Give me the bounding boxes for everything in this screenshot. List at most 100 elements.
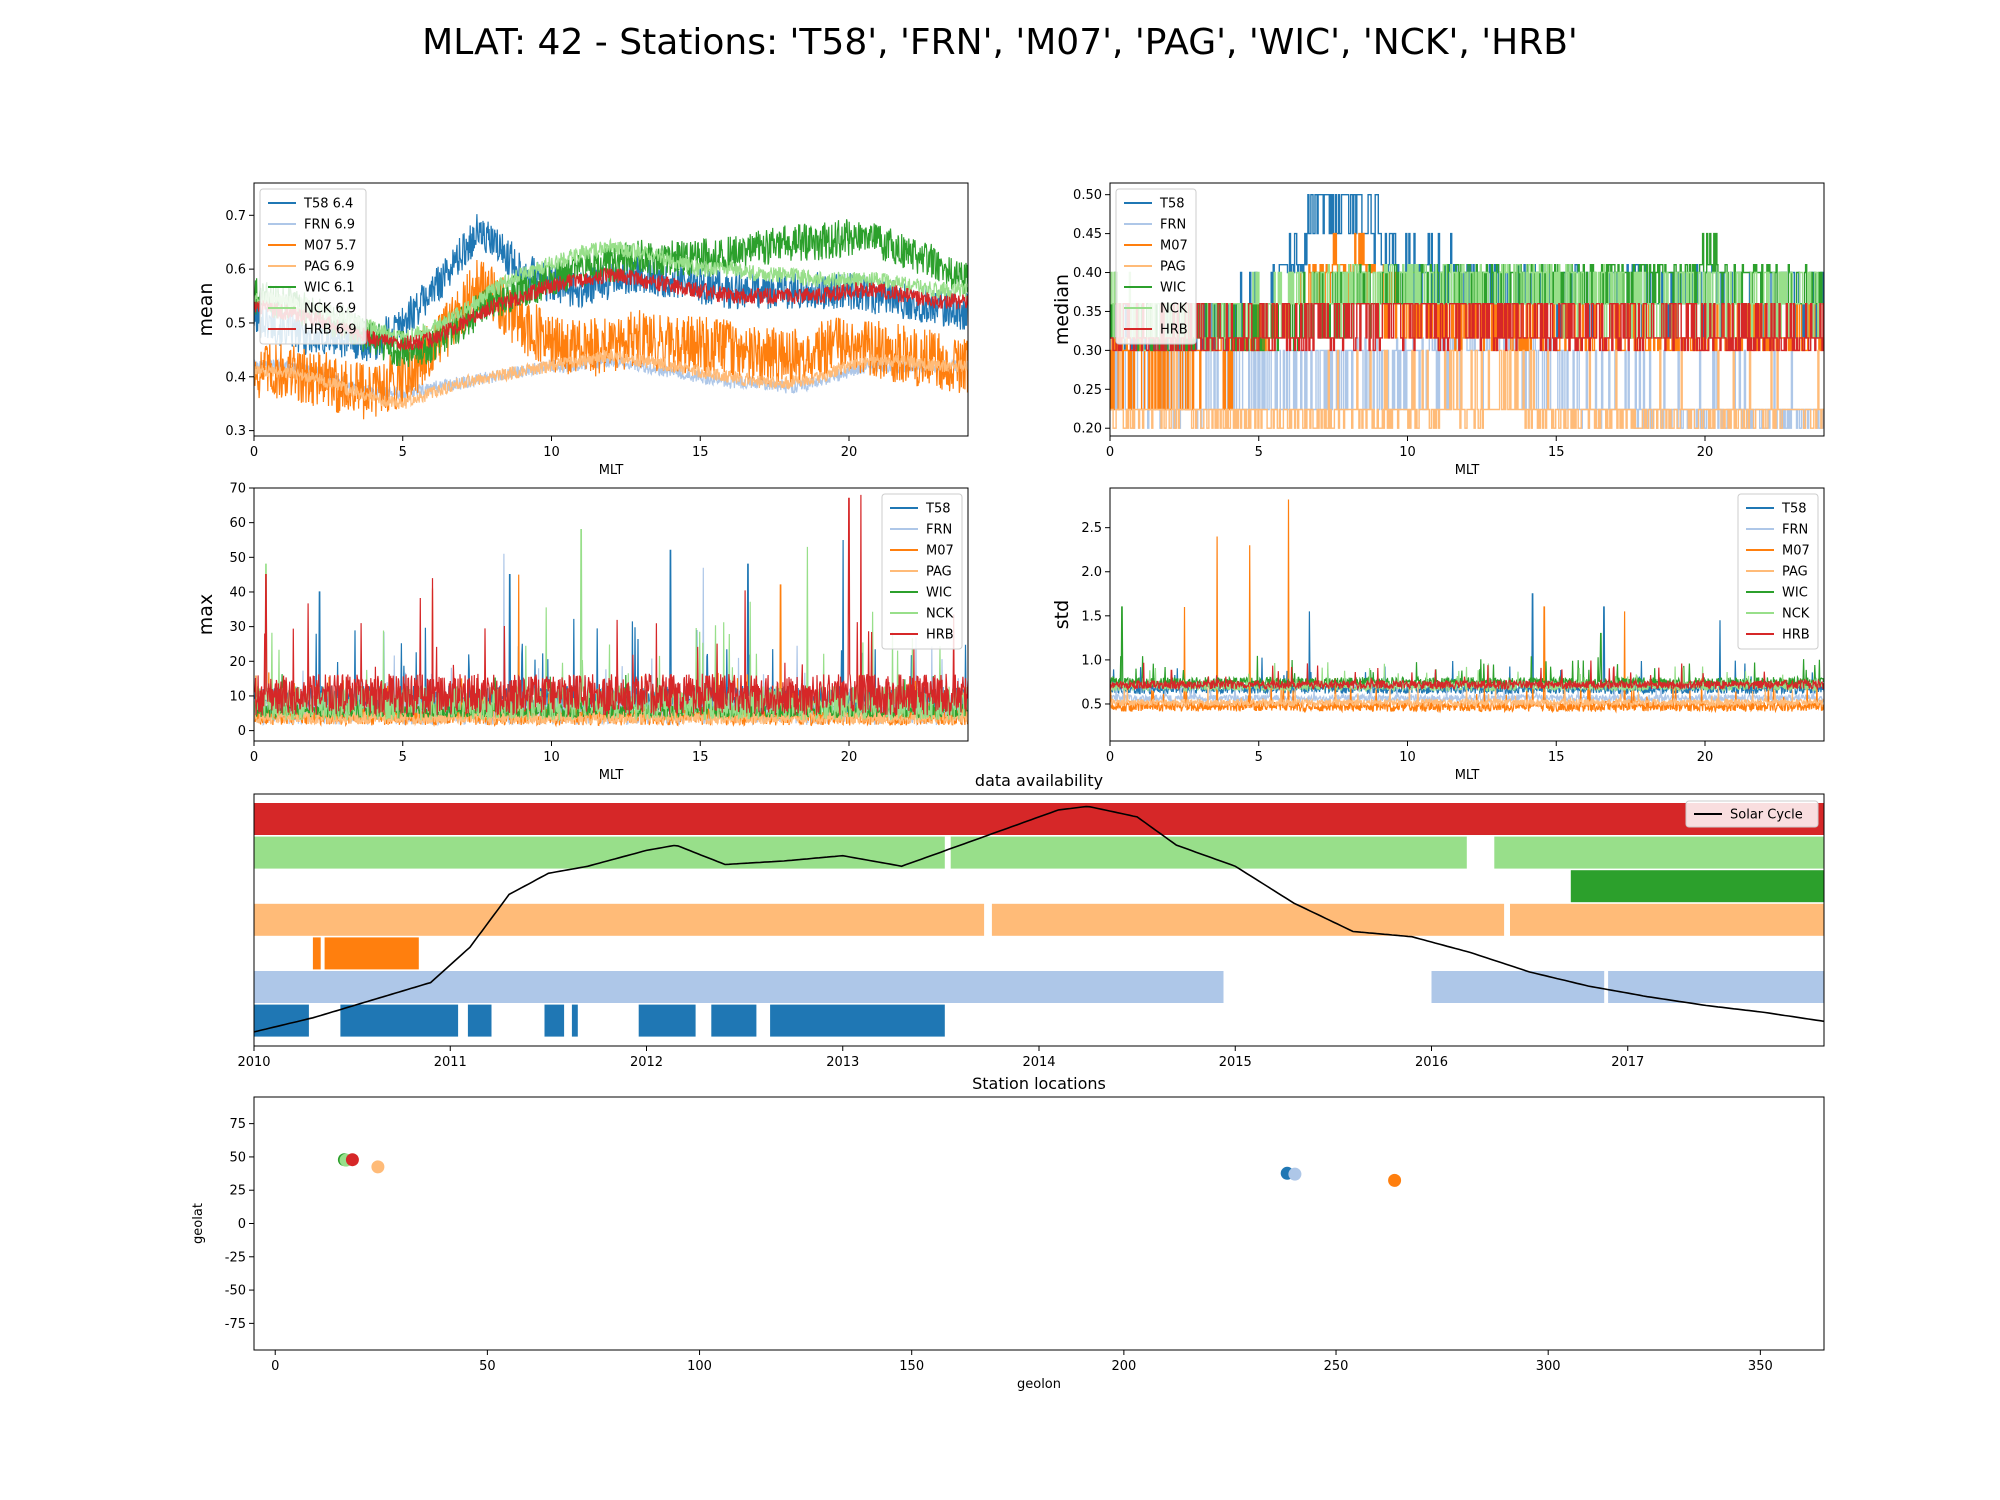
x-tick-label: 20 bbox=[1697, 750, 1714, 765]
legend-label-T58: T58 bbox=[925, 502, 950, 517]
y-tick-label: 0.30 bbox=[1073, 344, 1102, 359]
legend-label-M07: M07 bbox=[926, 544, 954, 559]
x-tick-label: 20 bbox=[1697, 445, 1714, 460]
availability-bar-FRN bbox=[254, 971, 1224, 1003]
x-tick-label: 50 bbox=[479, 1359, 496, 1374]
x-tick-label: 2011 bbox=[434, 1055, 467, 1070]
y-axis-label: median bbox=[1051, 274, 1073, 345]
plot-max: 0 5 10 15 20 0 10 20 30 40 50 60 70 MLT max T58 FRN M07 PA… bbox=[195, 482, 969, 783]
availability-bar-FRN bbox=[1431, 971, 1605, 1003]
legend-label-FRN: FRN bbox=[1160, 218, 1186, 233]
x-tick-label: 2013 bbox=[826, 1055, 859, 1070]
legend-box bbox=[1115, 188, 1197, 345]
y-tick-label: 60 bbox=[229, 516, 246, 531]
std-plot-area bbox=[1110, 499, 1824, 714]
x-axis-label: MLT bbox=[1455, 768, 1480, 783]
legend-label-NCK: NCK bbox=[926, 607, 954, 622]
legend-label-PAG: PAG bbox=[1782, 565, 1808, 580]
station-point-M07 bbox=[1388, 1173, 1402, 1187]
availability-bar-M07 bbox=[324, 937, 419, 970]
y-tick-label: 0.35 bbox=[1073, 305, 1102, 320]
x-tick-label: 2015 bbox=[1219, 1055, 1252, 1070]
y-tick-label: -75 bbox=[225, 1317, 246, 1332]
y-tick-label: 25 bbox=[229, 1184, 246, 1199]
y-tick-label: -50 bbox=[225, 1284, 246, 1299]
legend-label-T58: T58 bbox=[1159, 197, 1184, 212]
series-line-M07 bbox=[254, 259, 968, 420]
x-tick-label: 2010 bbox=[237, 1055, 270, 1070]
plot-mean: 0 5 10 15 20 0.3 0.4 0.5 0.6 0.7 MLT mean T58 6.4 FRN… bbox=[195, 182, 969, 478]
availability-bar-T58 bbox=[544, 1004, 565, 1037]
x-tick-label: 2017 bbox=[1611, 1055, 1644, 1070]
legend-label-FRN: FRN 6.9 bbox=[304, 218, 355, 233]
availability-bar-PAG bbox=[991, 903, 1505, 936]
x-tick-label: 15 bbox=[1548, 445, 1565, 460]
median-plot-area bbox=[1110, 194, 1824, 429]
availability-bar-T58 bbox=[711, 1004, 757, 1037]
plot-locations: 0 50 100 150 200 250 300 350 -75 -50 -25 0 25 50 75 geo… bbox=[191, 1074, 1825, 1392]
series-line-NCK bbox=[1110, 662, 1824, 693]
mean-plot-area bbox=[254, 214, 968, 420]
y-tick-label: 1.5 bbox=[1081, 609, 1102, 624]
legend-label-M07: M07 bbox=[1160, 239, 1188, 254]
legend-label-HRB: HRB bbox=[926, 628, 954, 643]
figure-title: MLAT: 42 - Stations: 'T58', 'FRN', 'M07'… bbox=[422, 22, 1578, 63]
y-tick-label: -25 bbox=[225, 1250, 246, 1265]
legend-label-PAG: PAG bbox=[1160, 260, 1186, 275]
y-tick-label: 0.45 bbox=[1073, 227, 1102, 242]
legend: T58 FRN M07 PAG WIC NCK HRB bbox=[1115, 188, 1197, 345]
legend-label-HRB: HRB bbox=[1160, 323, 1188, 338]
x-tick-label: 0 bbox=[250, 750, 258, 765]
x-tick-label: 5 bbox=[399, 750, 407, 765]
x-tick-label: 0 bbox=[271, 1359, 279, 1374]
x-tick-label: 150 bbox=[899, 1359, 924, 1374]
max-plot-area bbox=[254, 494, 968, 728]
y-tick-label: 2.0 bbox=[1081, 565, 1102, 580]
legend-box bbox=[881, 493, 963, 650]
availability-bar-M07 bbox=[312, 937, 321, 970]
x-tick-label: 300 bbox=[1536, 1359, 1561, 1374]
x-tick-label: 10 bbox=[1399, 750, 1416, 765]
series-line-PAG bbox=[1110, 349, 1824, 429]
y-tick-label: 0.5 bbox=[225, 316, 246, 331]
series-line-HRB bbox=[254, 494, 968, 717]
legend-label-NCK: NCK 6.9 bbox=[304, 302, 356, 317]
locations-plot-area bbox=[337, 1153, 1402, 1187]
x-tick-label: 0 bbox=[250, 445, 258, 460]
x-axis-label: MLT bbox=[1455, 463, 1480, 478]
series-line-PAG bbox=[254, 348, 968, 409]
x-tick-label: 350 bbox=[1748, 1359, 1773, 1374]
legend-label-PAG: PAG bbox=[926, 565, 952, 580]
y-tick-label: 2.5 bbox=[1081, 521, 1102, 536]
availability-plot-area bbox=[254, 803, 1824, 1037]
x-tick-label: 2012 bbox=[630, 1055, 663, 1070]
availability-bar-PAG bbox=[254, 903, 985, 936]
plot-title: Station locations bbox=[972, 1074, 1106, 1093]
y-tick-label: 0 bbox=[238, 724, 246, 739]
x-tick-label: 0 bbox=[1106, 445, 1114, 460]
legend-label-PAG: PAG 6.9 bbox=[304, 260, 355, 275]
legend: T58 FRN M07 PAG WIC NCK HRB bbox=[881, 493, 963, 650]
y-tick-label: 0.5 bbox=[1081, 697, 1102, 712]
x-tick-label: 15 bbox=[1548, 750, 1565, 765]
y-tick-label: 0.4 bbox=[225, 370, 246, 385]
x-tick-label: 15 bbox=[692, 445, 709, 460]
x-tick-label: 5 bbox=[1255, 445, 1263, 460]
x-tick-label: 0 bbox=[1106, 750, 1114, 765]
availability-bar-T58 bbox=[467, 1004, 492, 1037]
legend-label-WIC: WIC bbox=[926, 586, 952, 601]
plot-availability: 2010 2011 2012 2013 2014 2015 2016 2017 data ava… bbox=[237, 771, 1825, 1070]
series-line-NCK bbox=[254, 237, 968, 347]
y-tick-label: 40 bbox=[229, 585, 246, 600]
y-tick-label: 0.6 bbox=[225, 263, 246, 278]
y-tick-label: 1.0 bbox=[1081, 653, 1102, 668]
plot-title: data availability bbox=[975, 771, 1103, 790]
y-tick-label: 0.50 bbox=[1073, 188, 1102, 203]
availability-bar-NCK bbox=[1494, 836, 1824, 869]
y-tick-label: 70 bbox=[229, 482, 246, 497]
availability-bar-HRB bbox=[254, 803, 1824, 835]
x-tick-label: 100 bbox=[687, 1359, 712, 1374]
axes-frame bbox=[253, 793, 1825, 1047]
availability-bar-T58 bbox=[770, 1004, 945, 1037]
availability-bar-WIC bbox=[1570, 870, 1824, 903]
